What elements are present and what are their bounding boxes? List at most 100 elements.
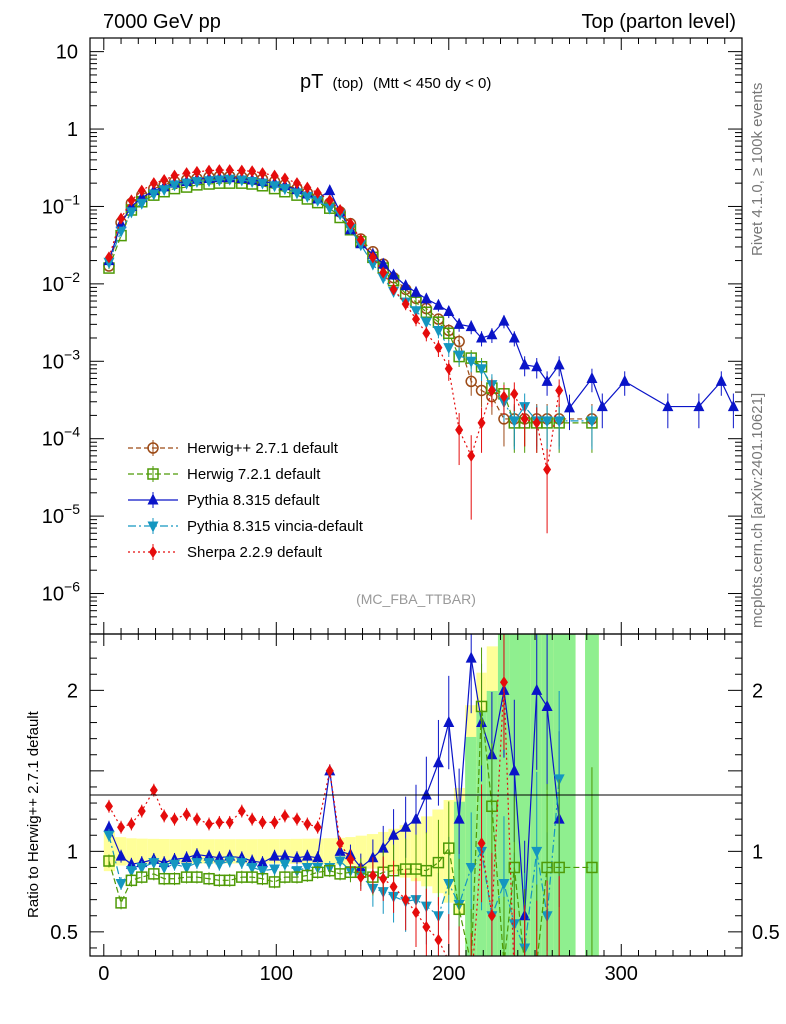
data-point	[498, 879, 510, 891]
data-point	[236, 175, 248, 187]
data-point	[586, 861, 598, 874]
data-point	[453, 350, 465, 362]
data-point	[531, 360, 543, 372]
data-point	[377, 841, 389, 853]
data-point	[325, 764, 334, 777]
data-point	[213, 175, 225, 187]
band-yellow	[126, 838, 137, 865]
data-point	[531, 846, 543, 858]
data-point	[279, 849, 291, 861]
data-point	[432, 325, 444, 337]
data-point	[508, 416, 520, 428]
data-point	[256, 866, 268, 878]
ratio-series	[103, 634, 598, 994]
data-point	[225, 816, 234, 829]
data-point	[443, 716, 455, 728]
data-point	[192, 165, 201, 178]
data-point	[292, 813, 301, 826]
y-tick-label: 10−6	[42, 579, 80, 606]
rivet-label: Rivet 4.1.0, ≥ 100k events	[749, 83, 766, 256]
data-point	[246, 862, 258, 874]
data-point	[508, 764, 520, 776]
data-point	[443, 343, 455, 355]
data-point	[336, 203, 345, 216]
data-point	[256, 856, 268, 868]
data-point	[401, 297, 410, 310]
legend: Herwig++ 2.7.1 default Herwig 7.2.1 defau…	[128, 440, 364, 561]
data-point	[432, 756, 444, 768]
data-point	[410, 306, 422, 318]
data-point	[564, 401, 576, 413]
data-point	[203, 849, 215, 861]
data-point	[280, 172, 289, 185]
header-right: Top (parton level)	[581, 11, 736, 33]
data-point	[135, 871, 148, 883]
data-point	[127, 194, 136, 207]
data-point	[103, 820, 115, 832]
data-point	[334, 844, 346, 856]
data-point	[475, 700, 488, 713]
ratio-ylabel: Ratio to Herwig++ 2.7.1 default	[25, 710, 42, 918]
data-point	[213, 851, 225, 863]
data-point	[412, 906, 420, 919]
data-point	[136, 198, 148, 210]
data-point	[160, 173, 169, 186]
data-point	[486, 800, 498, 813]
data-point	[269, 864, 281, 876]
data-point	[465, 375, 477, 388]
legend-label: Pythia 8.315 default	[187, 492, 320, 509]
data-point	[420, 292, 432, 304]
data-point	[553, 861, 565, 874]
data-point	[467, 982, 475, 994]
data-point	[531, 683, 543, 695]
data-point	[453, 903, 465, 916]
data-point	[291, 188, 303, 200]
data-point	[301, 191, 313, 203]
data-point	[312, 851, 324, 863]
data-point	[117, 821, 126, 834]
data-point	[532, 959, 542, 969]
data-point	[170, 169, 179, 182]
main-series	[103, 164, 739, 534]
data-point	[465, 356, 477, 368]
data-point	[311, 866, 324, 879]
data-point	[301, 862, 313, 874]
data-point	[453, 812, 465, 824]
data-point	[477, 837, 486, 850]
data-point	[453, 317, 465, 329]
legend-item: Sherpa 2.2.9 default	[128, 544, 323, 561]
data-point	[388, 828, 400, 840]
data-point	[410, 285, 422, 297]
data-point	[693, 400, 705, 412]
data-point	[246, 854, 258, 866]
data-point	[533, 974, 541, 986]
data-point	[487, 909, 496, 922]
data-point	[486, 328, 498, 340]
data-point	[115, 879, 127, 891]
data-point	[203, 858, 215, 870]
data-point	[125, 857, 137, 869]
data-point	[149, 784, 158, 797]
series-line	[108, 778, 560, 951]
legend-marker	[147, 493, 159, 505]
data-point	[104, 800, 113, 813]
data-point	[555, 384, 564, 397]
ratio-y-tick-label-right: 1	[752, 841, 763, 863]
data-point	[400, 279, 412, 291]
data-point	[400, 820, 412, 832]
ratio-y-tick-label: 0.5	[50, 922, 78, 944]
data-point	[444, 362, 453, 375]
data-point	[158, 862, 170, 874]
data-point	[181, 178, 193, 190]
series-line	[108, 175, 592, 420]
data-point	[508, 331, 520, 343]
data-point	[499, 676, 508, 689]
data-point	[127, 817, 136, 830]
data-point	[541, 416, 553, 428]
data-point	[149, 177, 158, 190]
data-point	[182, 808, 191, 821]
data-point	[508, 861, 521, 874]
legend-item: Herwig++ 2.7.1 default	[128, 440, 339, 457]
data-point	[543, 463, 552, 476]
